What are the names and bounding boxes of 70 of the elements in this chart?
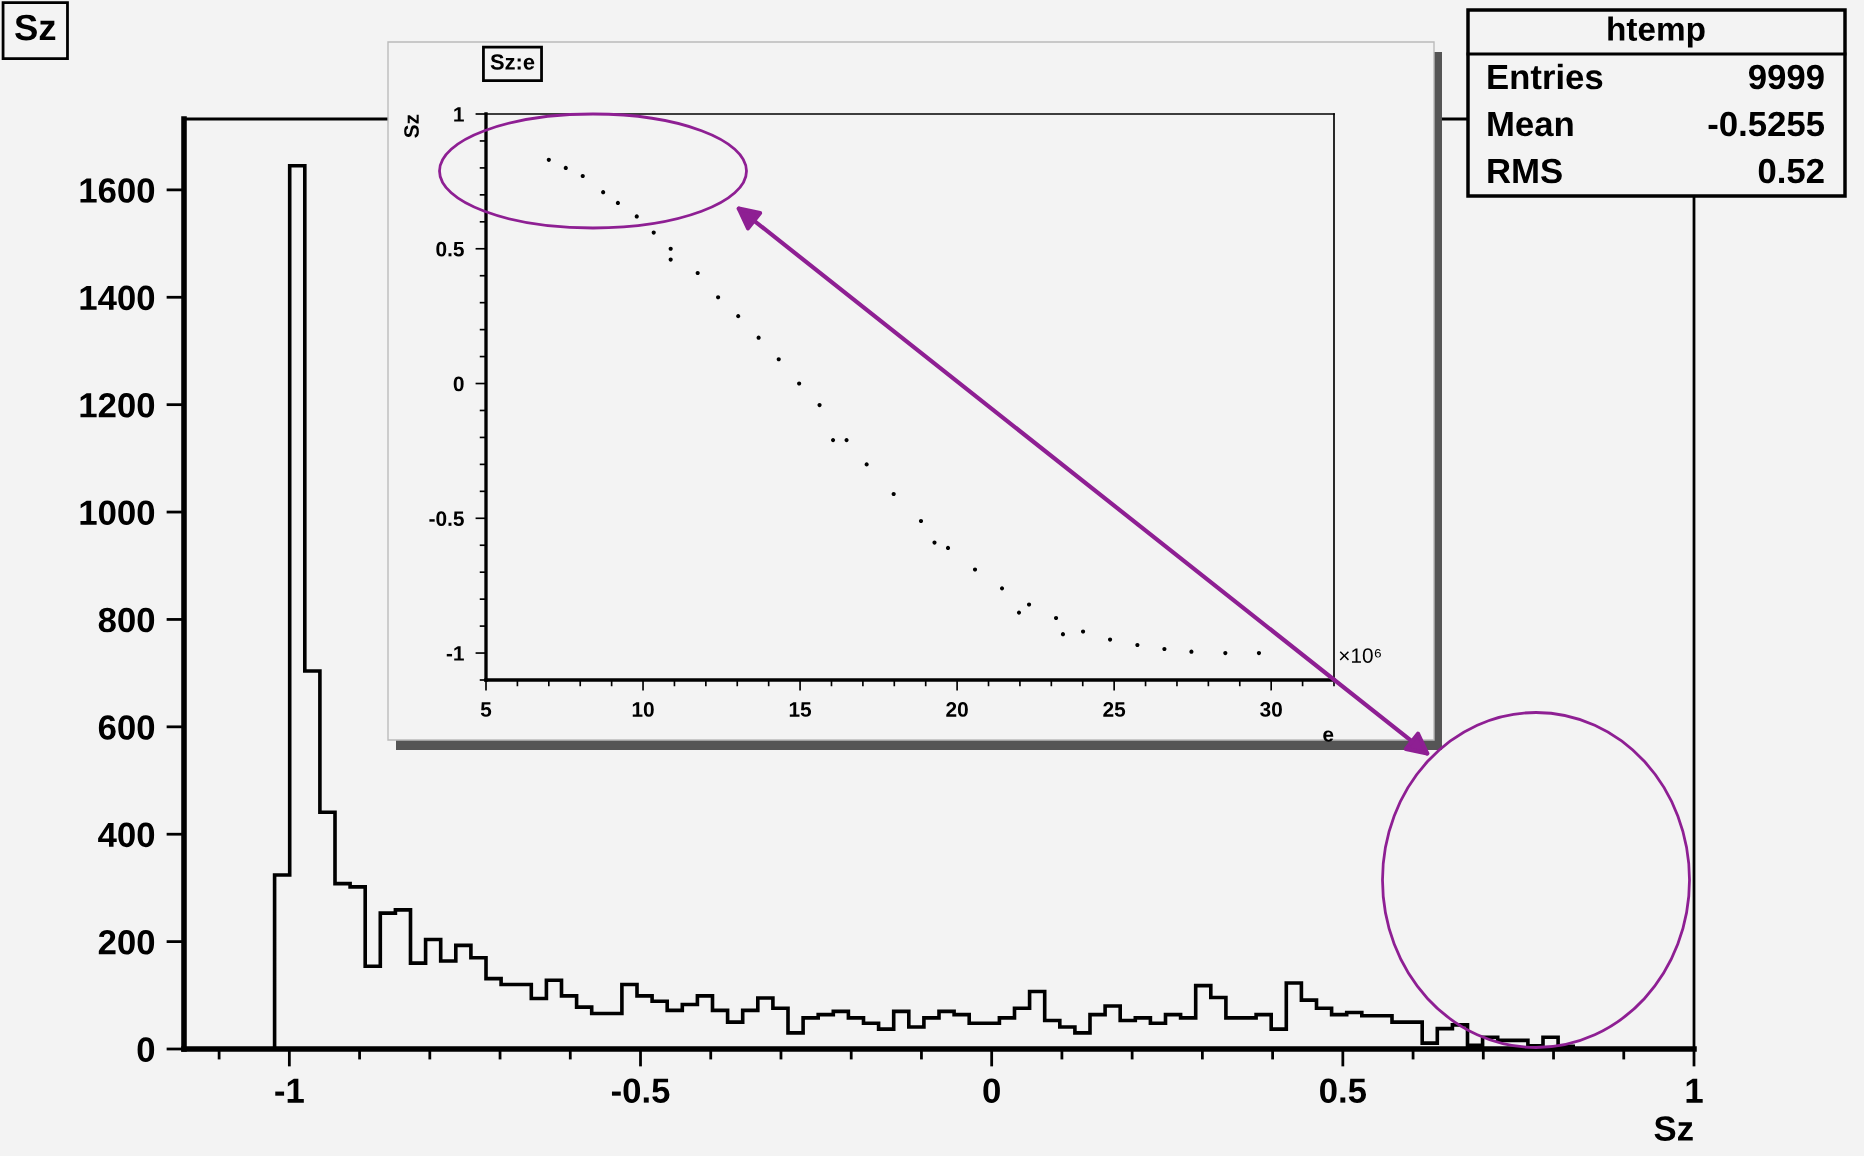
annotation: Mean <box>1488 112 1573 137</box>
point <box>736 314 741 319</box>
point <box>776 357 781 362</box>
point <box>695 270 700 276</box>
point <box>615 200 620 206</box>
text: -0.5255 <box>1708 111 1825 137</box>
x-tick-label: 1 <box>1686 1078 1703 1103</box>
annotation: ×10⁶ <box>1339 648 1381 663</box>
point <box>999 586 1005 591</box>
text: Entries <box>1488 63 1603 90</box>
x-axis-title: Sz <box>1654 1116 1693 1141</box>
x-tick-label: 10 <box>632 702 654 717</box>
point <box>1107 637 1113 642</box>
x-tick-label: -0.5 <box>611 1078 670 1103</box>
x-tick-label: 5 <box>480 702 492 717</box>
x-tick-label: -1 <box>275 1078 304 1103</box>
x-tick-label: 30 <box>1260 702 1282 717</box>
chart-title: Sz:e <box>490 54 535 70</box>
point <box>1026 602 1032 607</box>
text: 9999 <box>1748 64 1824 90</box>
y-tick-label: 1400 <box>80 285 155 311</box>
x-tick-label: 20 <box>946 702 968 717</box>
x-tick-label: 0.5 <box>1320 1078 1367 1103</box>
y-axis-title: Sz <box>404 114 419 138</box>
point <box>1162 646 1167 652</box>
text: 0.52 <box>1758 158 1824 184</box>
point <box>580 173 585 179</box>
y-tick-label: 400 <box>98 822 155 848</box>
x-tick-label: 0 <box>983 1078 1000 1103</box>
annotation: RMS <box>1488 158 1562 184</box>
point <box>756 335 761 340</box>
x-tick-label: 15 <box>789 702 812 717</box>
y-tick-label: 1 <box>454 107 464 122</box>
point <box>1016 610 1022 615</box>
text: htemp <box>1608 16 1705 48</box>
point <box>830 438 836 443</box>
y-tick-label: 1000 <box>80 500 155 525</box>
y-tick-label: 1600 <box>80 178 155 203</box>
y-tick-label: 0 <box>137 1037 155 1062</box>
point <box>634 214 639 219</box>
point <box>945 545 951 551</box>
x-axis-title: e <box>1323 730 1334 742</box>
point <box>1135 642 1140 648</box>
point <box>563 165 568 170</box>
point <box>1223 650 1228 656</box>
x-tick-label: 25 <box>1103 702 1126 717</box>
point <box>797 381 802 386</box>
point <box>716 295 721 300</box>
point <box>1080 629 1086 634</box>
point <box>891 491 896 497</box>
y-tick-label: 200 <box>98 929 155 955</box>
y-tick-label: -1 <box>446 646 464 661</box>
y-tick-label: 800 <box>98 607 155 633</box>
y-tick-label: 1200 <box>80 392 155 418</box>
point <box>651 230 656 235</box>
point <box>844 438 849 443</box>
point <box>932 540 937 545</box>
point <box>1256 650 1262 656</box>
point <box>1060 632 1066 637</box>
y-tick-label: 0 <box>453 376 464 392</box>
point <box>546 157 551 162</box>
chart-title: Sz <box>15 14 56 41</box>
point <box>601 190 606 195</box>
y-tick-label: 600 <box>98 715 155 740</box>
point <box>1189 649 1194 654</box>
y-tick-label: -0.5 <box>429 511 464 527</box>
y-tick-label: 0.5 <box>436 241 464 257</box>
point <box>817 403 822 408</box>
point <box>668 246 673 251</box>
point <box>864 462 869 467</box>
